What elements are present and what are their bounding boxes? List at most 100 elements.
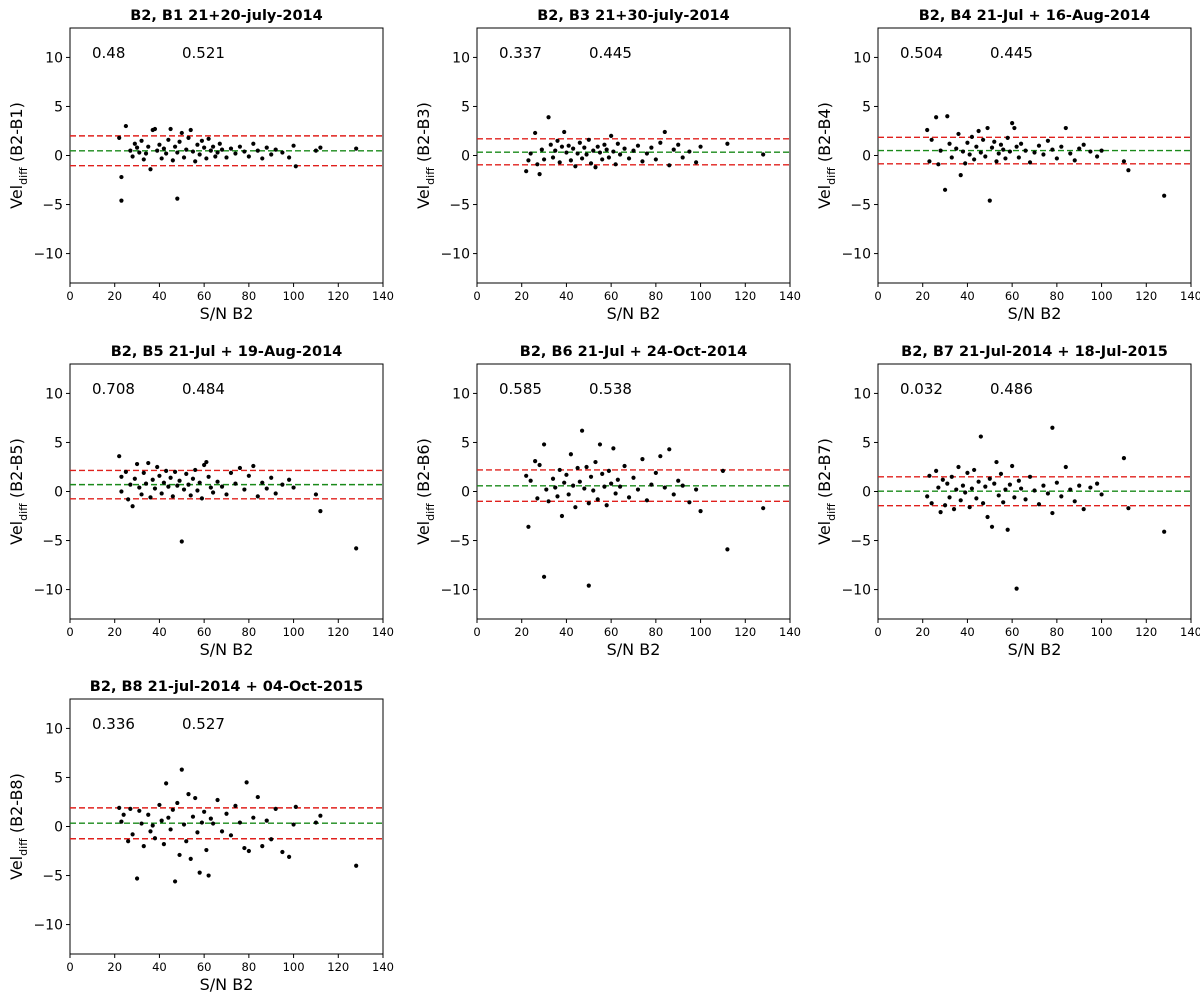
data-point [617, 484, 623, 489]
y-tick-label: 10 [452, 50, 470, 66]
data-point [157, 802, 162, 808]
x-tick-label: 140 [372, 960, 394, 974]
x-tick-label: 120 [734, 289, 756, 303]
data-point [175, 483, 180, 488]
data-point [155, 464, 160, 470]
data-point [617, 152, 623, 157]
data-point [137, 150, 142, 155]
y-label-main: Vel [7, 185, 26, 209]
data-point [132, 141, 137, 146]
data-point [600, 471, 605, 476]
scatter-series [117, 123, 359, 203]
data-point [577, 140, 582, 145]
y-tick-label: 0 [862, 485, 871, 501]
data-point [251, 815, 256, 820]
y-axis-label: Veldiff (B2-B5) [7, 438, 30, 545]
data-point [1036, 143, 1042, 148]
data-point [539, 147, 544, 152]
data-point [541, 574, 547, 579]
data-point [1027, 474, 1033, 479]
data-point [175, 800, 180, 806]
x-tick-label: 120 [1135, 289, 1157, 303]
data-point [1041, 152, 1046, 157]
data-point [524, 169, 529, 174]
data-point [533, 458, 538, 464]
data-point [150, 823, 155, 828]
data-point [186, 135, 191, 140]
annotation-right: 0.484 [182, 380, 225, 398]
data-point [148, 495, 153, 500]
data-point [224, 155, 229, 160]
data-point [1072, 158, 1077, 163]
data-point [983, 484, 988, 489]
data-point [181, 487, 187, 492]
data-point [676, 142, 681, 147]
y-label-pair: (B2-B6) [414, 438, 433, 503]
data-point [588, 474, 594, 479]
data-point [152, 486, 158, 491]
x-tick-label: 0 [874, 289, 881, 303]
data-point [1081, 507, 1086, 512]
y-tick-label: −5 [850, 198, 871, 214]
data-point [936, 162, 941, 167]
data-point [148, 829, 153, 834]
plot-frame [476, 363, 791, 620]
data-point [233, 151, 238, 156]
data-point [541, 442, 547, 447]
data-point [595, 144, 600, 149]
data-point [980, 501, 986, 506]
y-label-pair: (B2-B4) [815, 102, 834, 167]
data-point [974, 144, 979, 149]
scatter-series [117, 767, 359, 884]
x-tick-label: 60 [197, 289, 212, 303]
x-axis-label: S/N B2 [200, 640, 254, 659]
data-point [671, 492, 676, 497]
data-point [172, 144, 178, 149]
data-point [170, 494, 175, 499]
data-point [210, 144, 216, 149]
data-point [130, 832, 135, 837]
data-point [190, 476, 196, 481]
data-point [287, 155, 292, 160]
data-point [680, 155, 685, 160]
data-point [584, 152, 589, 157]
x-tick-label: 60 [1005, 289, 1020, 303]
data-point [548, 142, 553, 147]
data-point [186, 792, 191, 797]
data-point [1010, 121, 1015, 126]
y-tick-label: 0 [54, 149, 63, 165]
data-point [273, 491, 278, 496]
data-point [130, 154, 135, 159]
x-tick-label: 80 [1050, 289, 1065, 303]
x-tick-label: 40 [152, 289, 167, 303]
data-point [985, 514, 990, 520]
data-point [934, 468, 939, 474]
data-point [210, 490, 216, 495]
data-point [184, 471, 189, 476]
data-point [1088, 485, 1093, 490]
x-tick-label: 40 [152, 625, 167, 639]
data-point [269, 152, 274, 157]
data-point [228, 470, 234, 475]
x-tick-label: 40 [960, 625, 975, 639]
y-label-subscript: diff [17, 503, 30, 521]
data-point [568, 158, 574, 163]
data-point [280, 482, 285, 487]
data-point [166, 484, 171, 489]
data-point [313, 148, 319, 153]
y-label-main: Vel [815, 521, 834, 545]
data-point [204, 156, 209, 161]
x-tick-label: 100 [690, 625, 712, 639]
data-point [575, 151, 580, 156]
data-point [1095, 481, 1100, 486]
data-point [164, 151, 169, 156]
data-point [586, 583, 591, 588]
data-point [969, 134, 975, 139]
data-point [132, 476, 137, 481]
data-point [613, 162, 618, 167]
data-point [184, 147, 189, 152]
y-axis-label: Veldiff (B2-B7) [815, 438, 838, 545]
data-point [237, 820, 243, 825]
chart-title: B2, B6 21-Jul + 24-Oct-2014 [520, 344, 747, 360]
